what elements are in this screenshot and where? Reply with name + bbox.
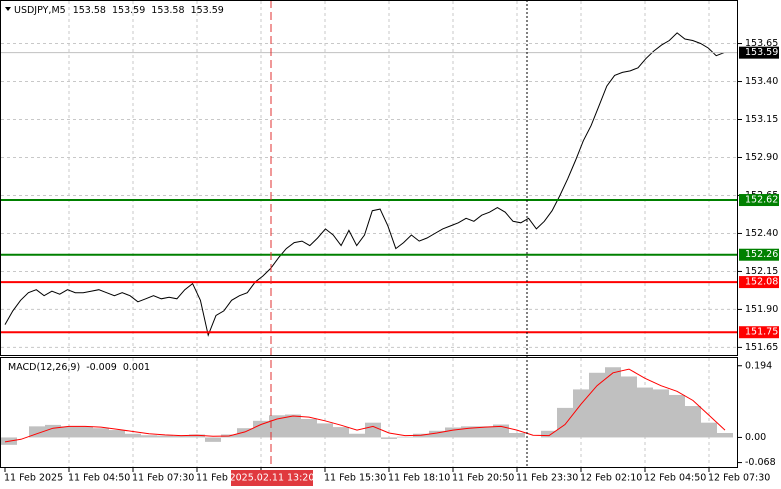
macd-bar (285, 414, 301, 438)
macd-bar (301, 418, 317, 438)
axes: 11 Feb 2025 11 Feb 04:50 11 Feb 07:30 11 Fe… (4, 38, 779, 484)
macd-bar (237, 428, 253, 438)
x-tick-label: 11 Feb 07:30 (132, 473, 194, 484)
x-tick-label: 12 Feb 04:50 (644, 473, 706, 484)
low: 153.58 (151, 5, 184, 16)
macd-bar (349, 433, 365, 438)
macd-bar (173, 435, 189, 438)
macd-bar (253, 420, 269, 438)
macd-bar (621, 376, 637, 438)
x-tick-label: 11 Feb 18:10 (388, 473, 450, 484)
chart-header: USDJPY,M5 153.58 153.59 153.58 153.59 (14, 5, 224, 16)
level-box (739, 248, 779, 261)
cursor-time-box (231, 470, 313, 486)
y-tick-label: 151.65 (745, 342, 778, 353)
level-box (739, 326, 779, 339)
macd-bar (381, 437, 397, 439)
macd-bar (429, 430, 445, 438)
level-label: 152.62 (745, 195, 778, 206)
signal-line (4, 368, 726, 443)
macd-bar (189, 434, 205, 438)
macd-bar (461, 426, 477, 438)
x-tick-label: 12 Feb 02:10 (580, 473, 642, 484)
grid (1, 1, 737, 467)
x-tick-label: 11 Feb 04:50 (68, 473, 130, 484)
macd-bar (605, 367, 621, 438)
level-label: 152.08 (745, 277, 778, 288)
macd-bar (29, 426, 45, 438)
macd-bar (141, 435, 157, 438)
y-tick-label: 0.194 (745, 360, 772, 371)
x-tick-label: 12 Feb 07:30 (708, 473, 770, 484)
macd-signal: 0.001 (123, 362, 150, 373)
x-tick-label: 11 Feb 20:50 (452, 473, 514, 484)
plot (1, 32, 737, 445)
y-tick-label: 153.15 (745, 114, 778, 125)
macd-bar (365, 422, 381, 438)
macd-bar (61, 426, 77, 438)
macd-bar (109, 430, 125, 438)
y-tick-label: -0.068 (745, 457, 776, 468)
y-tick-label: 151.90 (745, 304, 778, 315)
macd-bar (205, 437, 221, 442)
macd-title: MACD(12,26,9) (8, 362, 80, 373)
price-line (4, 32, 725, 337)
level-label: 152.26 (745, 249, 778, 260)
main-frame (0, 0, 738, 356)
cursor-time: 2025.02.11 13:20 (230, 473, 315, 484)
macd-bar (589, 372, 605, 438)
x-tick-label: 11 Feb 2025 (4, 473, 63, 484)
macd-main: -0.009 (86, 362, 117, 373)
level-label: 151.75 (745, 327, 778, 338)
level-box (739, 276, 779, 289)
y-tick-label: 152.15 (745, 266, 778, 277)
macd-bar (77, 426, 93, 438)
level-box (739, 194, 779, 207)
y-tick-label: 152.40 (745, 228, 778, 239)
y-tick-label: 153.65 (745, 38, 778, 49)
macd-bar (45, 424, 61, 438)
macd-frame (0, 357, 738, 468)
menu-arrow (5, 7, 11, 11)
macd-bar (653, 389, 669, 438)
macd-bar (397, 436, 413, 438)
macd-bar (125, 433, 141, 438)
x-tick-label: 11 Feb 1 (196, 473, 237, 484)
macd-bar (557, 407, 573, 438)
macd-bar (541, 430, 557, 438)
open: 153.58 (73, 5, 106, 16)
macd-bar (93, 428, 109, 438)
y-tick-label: 152.90 (745, 152, 778, 163)
macd-header: MACD(12,26,9) -0.009 0.001 (8, 362, 150, 373)
y-tick-label: 0.00 (745, 432, 766, 443)
macd-bar (685, 406, 701, 438)
x-tick-label: 11 Feb 15:30 (324, 473, 386, 484)
macd-bar (637, 387, 653, 438)
macd-bar (701, 422, 717, 438)
macd-bar (157, 435, 173, 438)
macd-bar (669, 394, 685, 438)
x-tick-label: 11 Feb 23:30 (516, 473, 578, 484)
macd-bar (333, 427, 349, 438)
macd-bar (317, 423, 333, 438)
macd-bar (477, 426, 493, 438)
macd-bar (573, 389, 589, 438)
symbol: USDJPY,M5 (14, 5, 66, 16)
close: 153.59 (191, 5, 224, 16)
last-price-label: 153.59 (745, 47, 778, 58)
macd-bar (509, 433, 525, 438)
macd-bar (445, 427, 461, 438)
last-price-box (739, 46, 779, 59)
y-tick-label: 153.40 (745, 76, 778, 87)
macd-bar (717, 433, 733, 438)
high: 153.59 (112, 5, 145, 16)
